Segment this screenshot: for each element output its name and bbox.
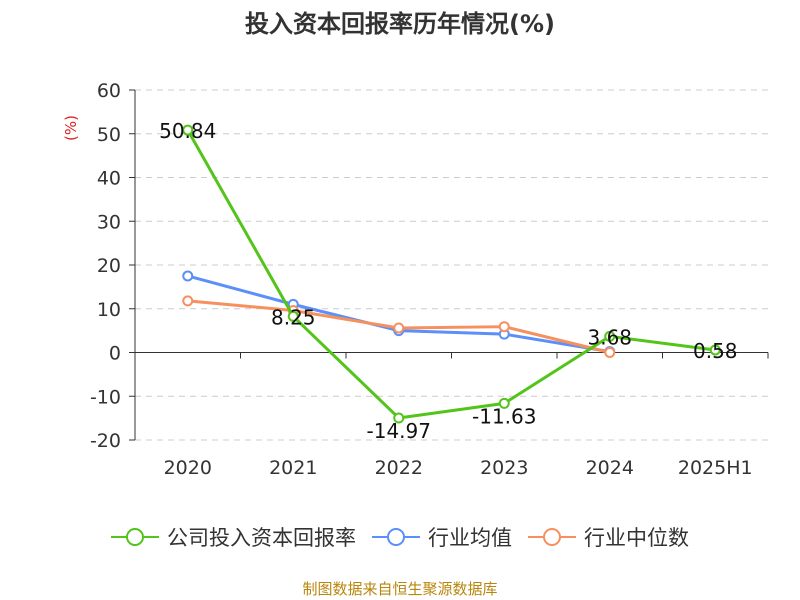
data-label: 8.25 (271, 305, 316, 329)
legend-line-marker-icon (372, 528, 420, 546)
legend-line-marker-icon (111, 528, 159, 546)
legend-item-industry-mean[interactable]: 行业均值 (372, 522, 512, 552)
data-label: 50.84 (159, 119, 216, 143)
data-source-note: 制图数据来自恒生聚源数据库 (302, 580, 498, 598)
x-tick-label: 2024 (586, 457, 634, 479)
y-tick-label: 0 (109, 343, 121, 365)
data-label: -14.97 (367, 419, 431, 443)
x-tick-label: 2025H1 (678, 457, 753, 479)
data-point (709, 344, 721, 356)
x-tick-label: 2020 (164, 457, 212, 479)
data-point (604, 347, 616, 358)
y-tick-label: -10 (90, 386, 121, 408)
chart-title: 投入资本回报率历年情况(%) (245, 10, 555, 38)
data-label: 0.58 (693, 339, 738, 363)
x-tick-label: 2021 (269, 457, 317, 479)
data-point (498, 321, 510, 333)
y-tick-label: 10 (97, 299, 121, 321)
data-point (604, 330, 616, 342)
y-tick-label: -20 (90, 430, 121, 452)
y-tick-label: 40 (97, 168, 121, 190)
series-line (187, 274, 610, 354)
x-tick-label: 2022 (375, 457, 423, 479)
data-point (393, 322, 405, 334)
y-axis-label: (%) (62, 115, 80, 141)
y-tick-label: 20 (97, 255, 121, 277)
data-point (182, 270, 194, 282)
y-tick-label: 30 (97, 211, 121, 233)
legend-line-marker-icon (528, 528, 576, 546)
series-line (186, 129, 716, 420)
legend-item-company[interactable]: 公司投入资本回报率 (111, 522, 356, 552)
data-label: 3.68 (587, 325, 632, 349)
data-point (182, 124, 194, 136)
legend-label-company: 公司投入资本回报率 (167, 526, 356, 550)
data-point (498, 397, 510, 409)
y-tick-label: 50 (97, 124, 121, 146)
x-tick-label: 2023 (480, 457, 528, 479)
legend-label-industry-median: 行业中位数 (584, 526, 689, 550)
data-label: -11.63 (472, 404, 536, 428)
chart-legend: 公司投入资本回报率 行业均值 行业中位数 (0, 520, 800, 554)
legend-item-industry-median[interactable]: 行业中位数 (528, 522, 689, 552)
data-point (287, 310, 299, 322)
data-point (182, 295, 194, 307)
data-point (393, 412, 405, 424)
y-tick-label: 60 (97, 80, 121, 102)
legend-label-industry-mean: 行业均值 (428, 526, 512, 550)
